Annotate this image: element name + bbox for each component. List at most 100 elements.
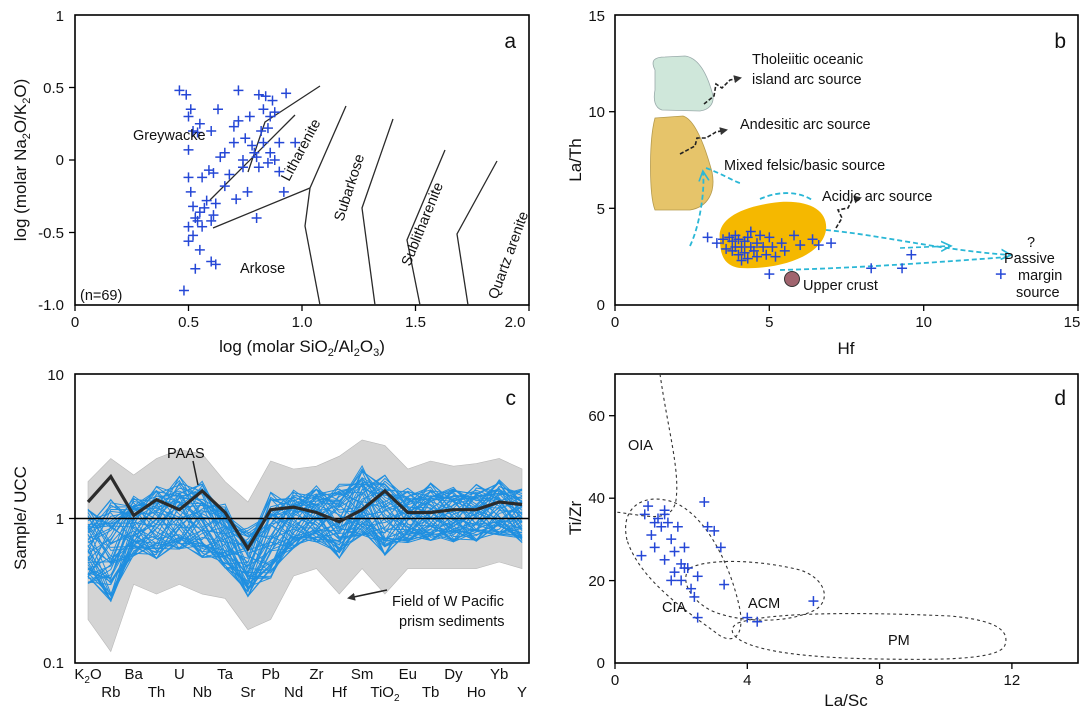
x-axis-b: 0 5 10 15 <box>611 305 1080 331</box>
data-point <box>231 194 242 205</box>
data-points-b <box>702 226 1006 280</box>
sample-line <box>87 486 523 598</box>
data-point <box>290 137 301 148</box>
data-point <box>281 88 292 99</box>
data-point <box>826 238 837 249</box>
x-tick-d-0: 0 <box>611 672 619 689</box>
data-point <box>995 269 1006 280</box>
label-passive-q: ? <box>1027 235 1035 251</box>
data-point <box>192 215 203 226</box>
data-point <box>692 612 703 623</box>
data-point <box>656 521 667 532</box>
field-cia <box>625 498 742 640</box>
paas-pointer <box>192 460 199 486</box>
x-tick-c: Nb <box>193 684 212 701</box>
y-axis-b: 15 10 5 0 <box>588 8 615 314</box>
x-tick-c: TiO2 <box>370 684 400 704</box>
field-quartz-arenite: Quartz arenite <box>486 210 532 302</box>
x-tick-c: Hf <box>332 684 348 701</box>
boundary-greywacke-lith-lower <box>212 187 311 229</box>
data-point <box>764 232 775 243</box>
data-point <box>752 616 763 627</box>
y-tick-a-2: 0 <box>56 152 64 169</box>
data-point <box>188 230 199 241</box>
sample-line <box>87 483 523 603</box>
field-andesitic-arc <box>650 115 714 211</box>
paas-line <box>86 473 523 552</box>
arrow-mixed-2 <box>705 167 743 185</box>
data-point <box>689 591 700 602</box>
sample-line <box>87 469 523 566</box>
y-tick-c-0: 10 <box>47 367 64 384</box>
data-point <box>194 118 205 129</box>
data-point <box>679 542 690 553</box>
sample-line <box>87 478 523 598</box>
field-label-mixed: Mixed felsic/basic source <box>724 158 885 174</box>
data-point <box>736 242 747 252</box>
data-point <box>228 137 239 148</box>
y-tick-b-0: 15 <box>588 8 605 25</box>
data-point <box>192 127 203 138</box>
data-point <box>262 157 273 168</box>
sample-line <box>87 470 523 586</box>
field-label-toa-2: island arc source <box>752 72 862 88</box>
field-oia <box>614 373 678 518</box>
data-point <box>185 186 196 197</box>
y-tick-a-0: 1 <box>56 8 64 25</box>
plot-frame-b <box>614 14 1079 306</box>
data-point <box>242 186 253 197</box>
boundary-quartz-arenite <box>456 160 498 306</box>
data-point <box>733 249 744 260</box>
data-point <box>721 243 732 254</box>
data-point <box>206 215 217 226</box>
panel-b: 0 5 10 15 15 10 5 0 Hf La/Th b Tholeiiti… <box>566 8 1080 358</box>
data-point <box>761 249 772 260</box>
label-passive-2: margin <box>1018 268 1062 284</box>
y-tick-b-1: 10 <box>588 104 605 121</box>
data-point <box>233 85 244 96</box>
data-point <box>813 240 824 251</box>
field-sublitharenite: Sublitharenite <box>399 180 447 268</box>
data-point <box>199 202 210 213</box>
data-point <box>702 521 713 532</box>
y-tick-d-1: 40 <box>588 490 605 507</box>
x-tick-c: Th <box>148 684 166 701</box>
data-point <box>237 162 248 173</box>
data-point <box>711 238 722 249</box>
data-point <box>258 104 269 115</box>
data-point <box>742 232 753 243</box>
y-tick-c-2: 0.1 <box>43 655 64 672</box>
y-tick-a-1: 0.5 <box>43 80 64 97</box>
sample-line <box>87 477 523 564</box>
x-tick-c: Rb <box>101 684 120 701</box>
x-tick-b-1: 5 <box>765 314 773 331</box>
data-point <box>188 126 199 136</box>
data-point <box>669 546 680 557</box>
data-point <box>174 85 185 96</box>
x-tick-a-4: 2.0 <box>505 314 526 331</box>
data-point <box>208 168 219 179</box>
data-point <box>649 542 660 553</box>
data-point <box>247 140 258 151</box>
data-point <box>636 550 647 561</box>
data-point <box>256 126 267 136</box>
label-upper-crust: Upper crust <box>803 278 878 294</box>
data-point <box>194 207 205 218</box>
y-axis-d: 60 40 20 0 <box>588 408 615 672</box>
data-point <box>190 263 201 274</box>
y-tick-d-2: 20 <box>588 573 605 590</box>
label-paas: PAAS <box>167 446 205 462</box>
field-pointer <box>347 589 388 601</box>
data-point <box>758 242 769 252</box>
sample-line <box>87 486 523 559</box>
data-point <box>253 89 264 100</box>
data-point <box>715 542 726 553</box>
data-point <box>748 245 759 256</box>
y-tick-a-3: -0.5 <box>38 225 64 242</box>
x-tick-a-1: 0.5 <box>178 314 199 331</box>
data-point <box>210 259 221 270</box>
data-point <box>240 133 251 144</box>
x-tick-c: K2O <box>74 666 101 686</box>
